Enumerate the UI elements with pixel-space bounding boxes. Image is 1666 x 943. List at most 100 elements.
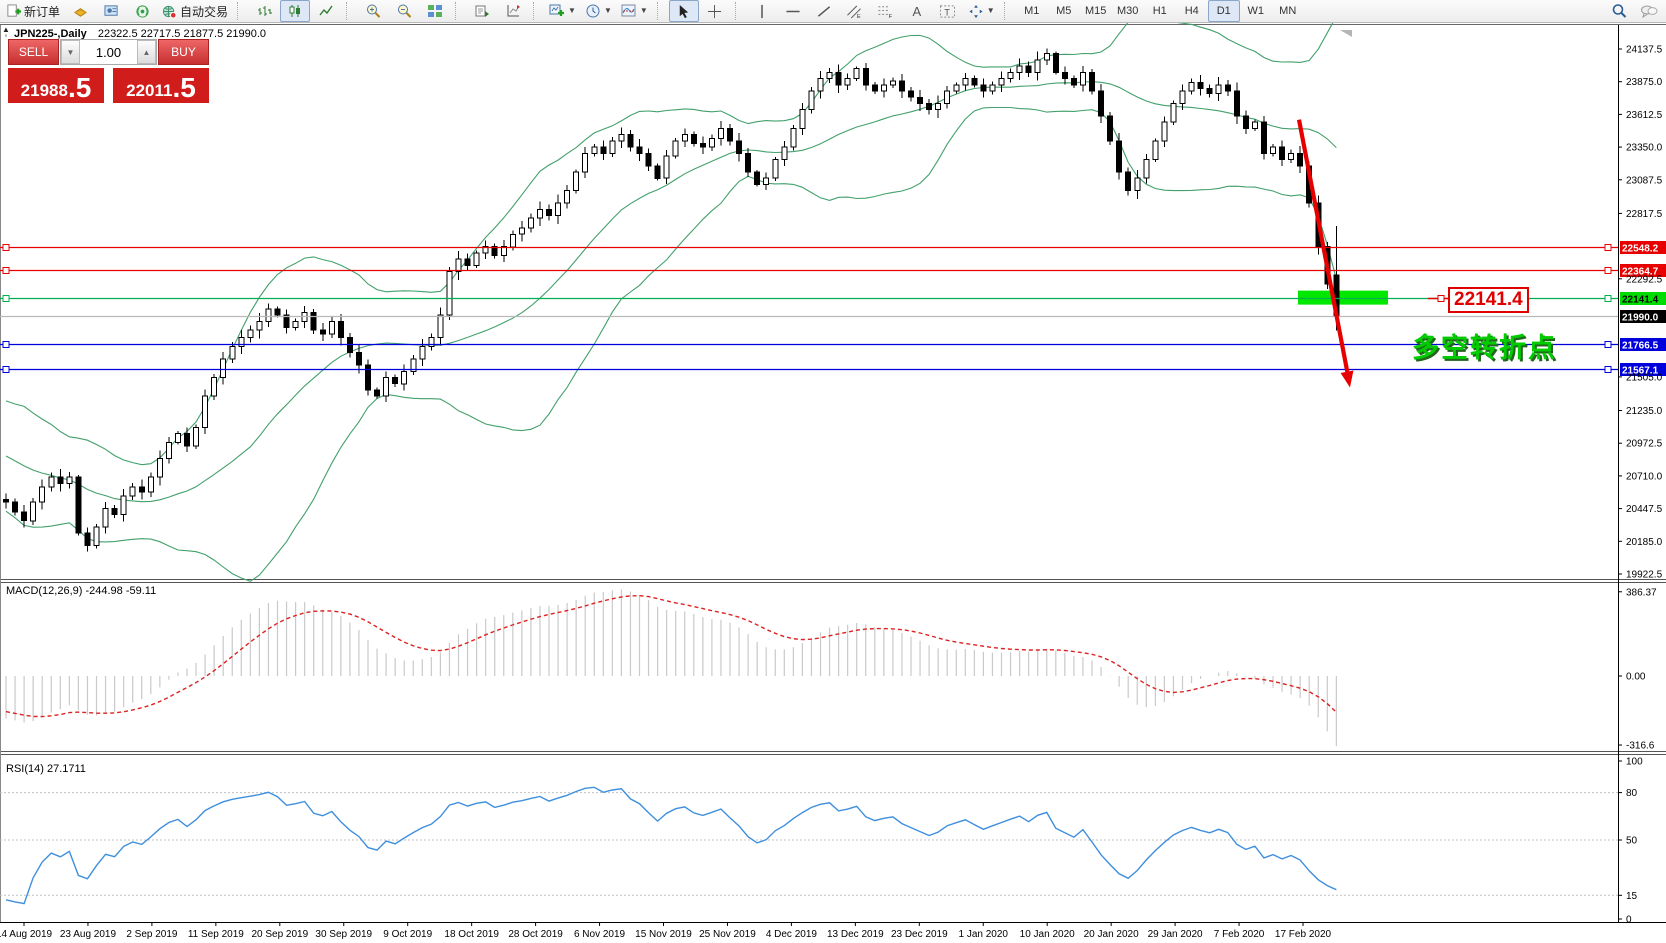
zoom-out-icon [398, 4, 412, 18]
profiles-button[interactable] [467, 0, 497, 22]
arrows-dropdown[interactable]: ▼ [964, 0, 999, 22]
text-tool-button[interactable]: A [902, 0, 932, 22]
date-axis-label: 4 Dec 2019 [766, 929, 818, 940]
sell-button[interactable]: SELL [8, 39, 59, 65]
tile-windows-button[interactable] [420, 0, 450, 22]
timeframe-button-MN[interactable]: MN [1279, 5, 1297, 17]
svg-text:E: E [857, 14, 861, 19]
market-watch-button[interactable] [96, 0, 126, 22]
date-axis-label: 23 Dec 2019 [891, 929, 948, 940]
date-axis-label: 11 Sep 2019 [188, 929, 244, 940]
label-tool-button[interactable]: T [933, 0, 963, 22]
timeframe-group: M1 M5 M15 M30 H1 H4 D1 W1 MN [1016, 0, 1304, 22]
timeframe-button-M15[interactable]: M15 [1085, 5, 1107, 17]
macd-axis-label: -316.6 [1626, 741, 1655, 752]
volume-increase-button[interactable]: ▲ [137, 40, 156, 64]
new-order-button[interactable]: 新订单 [2, 0, 64, 22]
line-chart-icon [319, 5, 333, 16]
svg-text:T: T [945, 7, 951, 17]
price-axis-label: 23350.0 [1626, 143, 1663, 154]
clock-icon [586, 4, 600, 18]
rsi-axis-label: 15 [1626, 891, 1638, 902]
chinese-annotation-note[interactable]: 多空转折点 [1412, 333, 1557, 363]
news-button[interactable] [127, 0, 157, 22]
date-axis-label: 1 Jan 2020 [959, 929, 1009, 940]
price-line-badge-22548.2-text: 22548.2 [1622, 243, 1659, 254]
price-axis-label: 20972.5 [1626, 439, 1663, 450]
timeframe-button-H1[interactable]: H1 [1152, 5, 1167, 17]
timeframe-button-D1[interactable]: D1 [1207, 0, 1240, 22]
volume-decrease-button[interactable]: ▼ [61, 40, 80, 64]
candlestick-chart-button[interactable] [280, 0, 311, 22]
timeframe-button-H4[interactable]: H4 [1184, 5, 1199, 17]
hline-handle [1604, 341, 1612, 348]
timeframe-button-M5[interactable]: M5 [1056, 5, 1072, 17]
price-axis-label: 20447.5 [1626, 504, 1663, 515]
price-axis-label: 24137.5 [1626, 45, 1663, 56]
market-watch-icon [103, 4, 118, 16]
auto-trading-button[interactable]: 自动交易 [158, 0, 232, 22]
chart-ohlc-values: 22322.5 22717.5 21877.5 21990.0 [97, 28, 267, 40]
hline-handle [1604, 244, 1612, 251]
zoom-in-button[interactable] [358, 0, 388, 22]
chat-bubbles-icon [1641, 5, 1658, 19]
hline-handle [2, 267, 10, 274]
price-line-badge-21567.1-text: 21567.1 [1622, 365, 1659, 376]
highlight-rectangle [1298, 290, 1388, 305]
profile-axes-icon [507, 5, 521, 17]
date-axis-label: 10 Jan 2020 [1020, 929, 1075, 940]
vline-tool-button[interactable] [747, 0, 777, 22]
trend-arrow-head [1340, 370, 1354, 388]
period-dropdown[interactable]: ▼ [581, 0, 616, 22]
chart-background [0, 23, 1666, 943]
sell-price[interactable]: 21988 .5 [8, 68, 104, 103]
hline-handle [1604, 267, 1612, 274]
date-axis-label: 17 Feb 2020 [1275, 929, 1332, 940]
toolbar-separator [656, 2, 665, 20]
chat-button[interactable] [1634, 0, 1664, 22]
indicators-dropdown[interactable]: ▼ [617, 0, 652, 22]
oneclick-collapse-toggle[interactable]: ▲ ◦ [2, 25, 10, 40]
crosshair-tool-button[interactable] [700, 0, 730, 22]
channel-tool-button[interactable]: E [840, 0, 870, 22]
volume-input[interactable] [80, 40, 137, 64]
bar-chart-button[interactable] [249, 0, 279, 22]
zoom-out-button[interactable] [389, 0, 419, 22]
chart-canvas[interactable]: 22548.2 22364.7 22141.4 21766.5 21567.1 21990… [0, 23, 1666, 943]
candlestick-chart-icon [289, 5, 301, 17]
date-axis-label: 18 Oct 2019 [444, 929, 499, 940]
rsi-axis-label: 100 [1626, 757, 1643, 768]
current-price-badge-text: 21990.0 [1622, 312, 1659, 323]
buy-price-frac: .5 [172, 72, 196, 103]
cursor-tool-button[interactable] [668, 0, 699, 22]
price-line-badge-22364.7-text: 22364.7 [1622, 266, 1659, 277]
price-axis-label: 20185.0 [1626, 537, 1663, 548]
buy-button[interactable]: BUY [158, 39, 209, 65]
date-axis-label: 20 Jan 2020 [1084, 929, 1139, 940]
profiles-next-button[interactable] [498, 0, 528, 22]
timeframe-button-M1[interactable]: M1 [1024, 5, 1040, 17]
trendline-tool-button[interactable] [809, 0, 839, 22]
macd-axis-label: 386.37 [1626, 587, 1657, 598]
fibonacci-tool-button[interactable]: F [871, 0, 901, 22]
timeframe-button-M30[interactable]: M30 [1117, 5, 1139, 17]
price-axis-label: 23087.5 [1626, 175, 1663, 186]
line-chart-button[interactable] [311, 0, 341, 22]
macd-axis-label: 0.00 [1626, 672, 1646, 683]
macd-indicator-label: MACD(12,26,9) -244.98 -59.11 [6, 585, 157, 597]
charts-button[interactable] [65, 0, 95, 22]
date-axis-label: 25 Nov 2019 [699, 929, 756, 940]
buy-price[interactable]: 22011 .5 [113, 68, 209, 103]
dropdown-caret: ▼ [986, 6, 995, 15]
crosshair-icon [708, 4, 722, 18]
new-chart-dropdown[interactable]: ▼ [545, 0, 580, 22]
text-label-icon: T [940, 4, 956, 18]
fibonacci-icon: F [878, 5, 893, 19]
timeframe-button-W1[interactable]: W1 [1247, 5, 1264, 17]
hline-tool-button[interactable] [778, 0, 808, 22]
price-axis-label: 22292.5 [1626, 274, 1663, 285]
hline-handle [1604, 366, 1612, 373]
price-callout-label[interactable]: 22141.4 [1448, 287, 1529, 313]
search-button[interactable] [1604, 0, 1634, 22]
bollinger-lower-band [5, 106, 1337, 582]
